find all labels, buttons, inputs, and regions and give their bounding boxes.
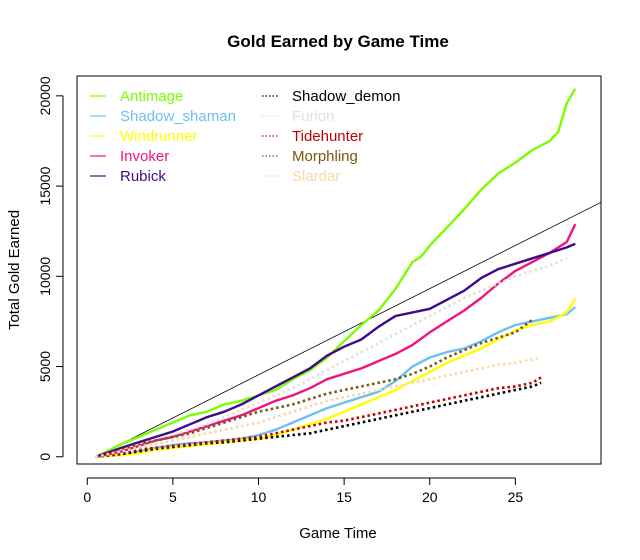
legend-label-morphling: Morphling <box>292 148 358 165</box>
plot-area <box>95 87 601 459</box>
y-tick-label: 20000 <box>37 76 53 115</box>
x-tick-label: 15 <box>336 489 352 505</box>
plot-frame <box>76 75 602 465</box>
legend-label-tidehunter: Tidehunter <box>292 128 363 145</box>
reference-line <box>95 201 601 458</box>
legend-label-antimage: Antimage <box>120 88 183 105</box>
x-tick-label: 25 <box>508 489 524 505</box>
x-tick-label: 10 <box>251 489 267 505</box>
axes: 0 5 10 15 20 25 0 5000 10000 15000 20000 <box>37 76 523 505</box>
legend: Antimage Shadow_shaman Windrunner Invoker Ru… <box>90 88 400 185</box>
x-tick-label: 5 <box>169 489 177 505</box>
series-line-rubick <box>95 242 576 458</box>
x-tick-label: 0 <box>83 489 91 505</box>
legend-label-slardar: Slardar <box>292 168 340 185</box>
y-tick-label: 15000 <box>37 166 53 205</box>
series-line-furion <box>95 257 568 459</box>
y-tick-label: 10000 <box>37 257 53 296</box>
series-line-morphling <box>95 318 534 459</box>
legend-label-rubick: Rubick <box>120 168 166 185</box>
legend-label-shadow-shaman: Shadow_shaman <box>120 108 236 125</box>
chart-title: Gold Earned by Game Time <box>227 32 449 51</box>
series-line-antimage <box>95 87 577 458</box>
legend-label-windrunner: Windrunner <box>120 128 198 145</box>
legend-label-furion: Furion <box>292 108 335 125</box>
series-line-invoker <box>95 223 577 458</box>
legend-label-invoker: Invoker <box>120 148 169 165</box>
y-axis-label: Total Gold Earned <box>6 210 23 330</box>
x-tick-label: 20 <box>422 489 438 505</box>
y-tick-label: 0 <box>37 453 53 461</box>
series-line-slardar <box>95 356 542 459</box>
y-tick-label: 5000 <box>37 351 53 382</box>
series-line-tidehunter <box>95 376 542 459</box>
x-axis-label: Game Time <box>299 525 377 542</box>
legend-label-shadow-demon: Shadow_demon <box>292 88 400 105</box>
